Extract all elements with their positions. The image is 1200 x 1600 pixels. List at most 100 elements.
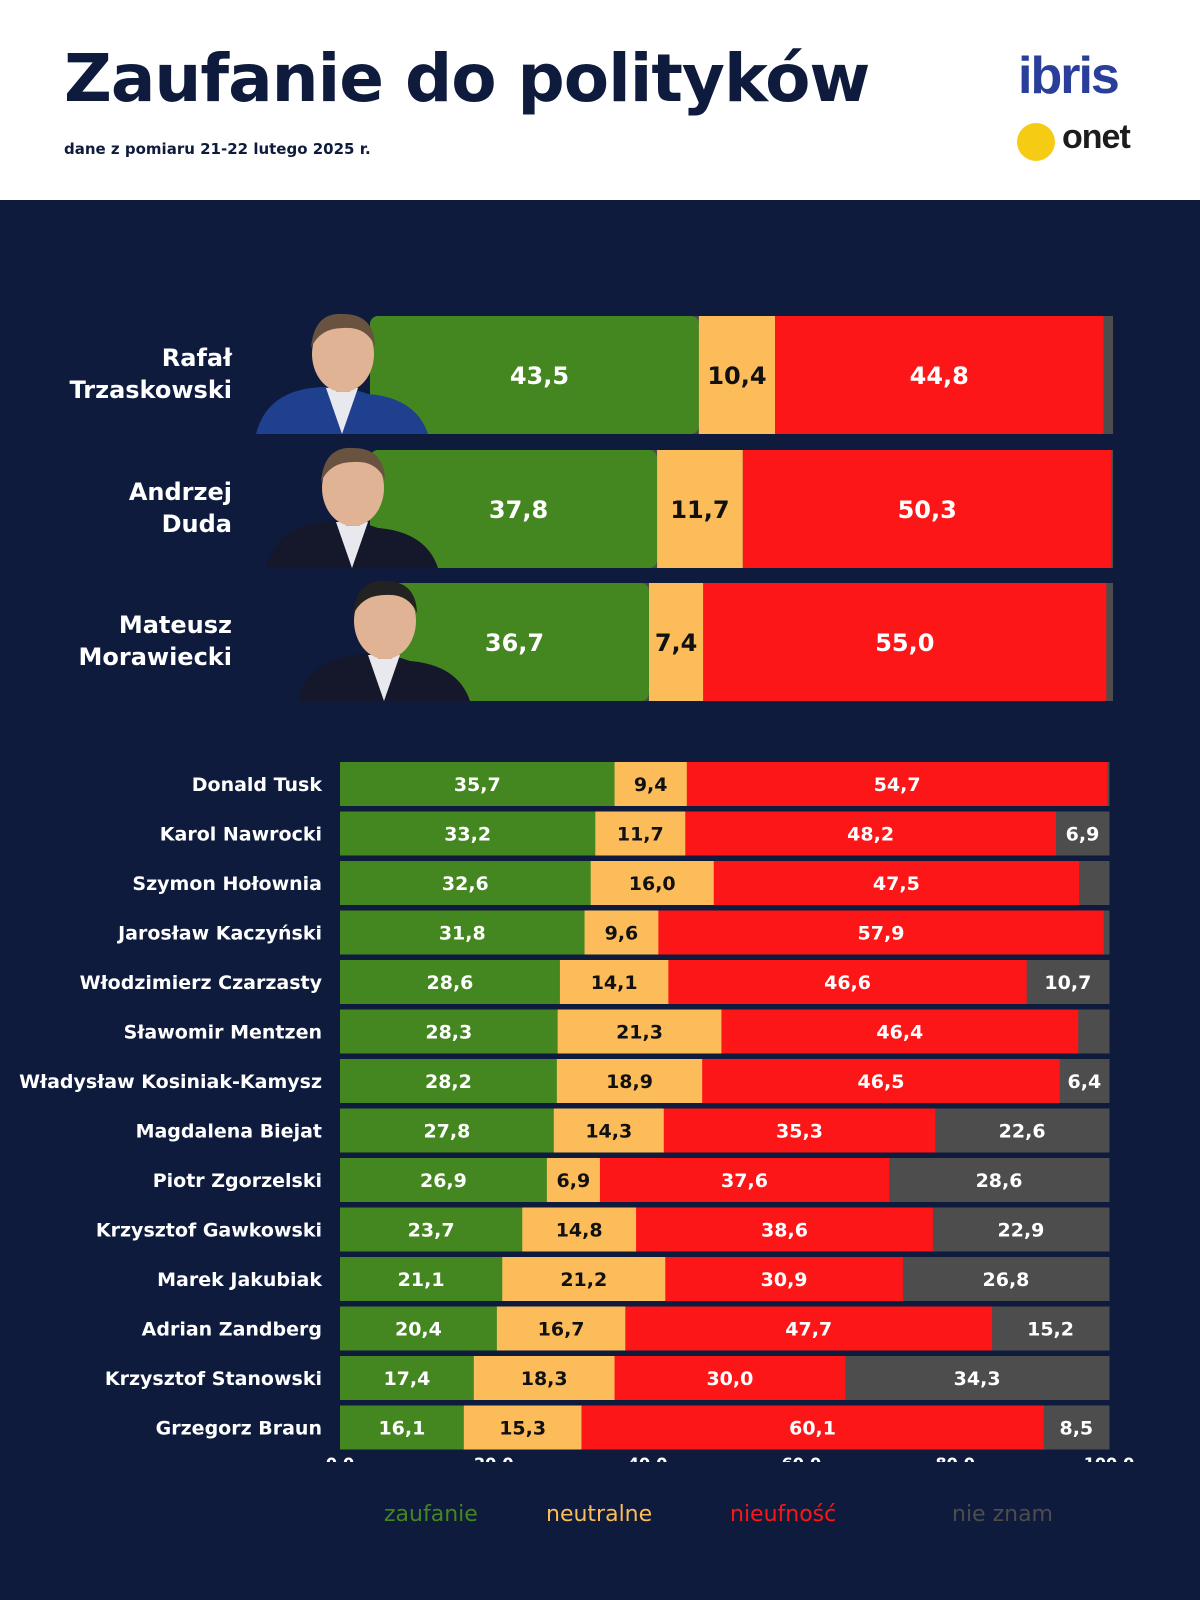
bar-value-label: 26,9 xyxy=(420,1170,467,1192)
bar-segment-trust xyxy=(340,861,592,905)
bar-value-label: 32,6 xyxy=(442,873,489,895)
bar-segment-unknown xyxy=(935,1108,1110,1153)
bar-value-label: 46,5 xyxy=(858,1071,905,1093)
onet-logo: onet xyxy=(1062,118,1131,156)
featured-politician-name: Mateusz xyxy=(119,611,232,639)
bar-segment-trust xyxy=(340,1356,475,1400)
bar-segment-neutral xyxy=(559,960,669,1004)
bar-segment-distrust xyxy=(599,1158,890,1202)
bar-value-label: 6,9 xyxy=(557,1170,591,1192)
bar-segment-unknown xyxy=(1107,762,1110,806)
bar-segment-distrust xyxy=(614,1356,846,1400)
bar-value-label: 35,3 xyxy=(776,1121,823,1143)
bar-segment-unknown xyxy=(992,1306,1110,1351)
politician-name: Piotr Zgorzelski xyxy=(153,1170,322,1192)
bar-value-label: 20,4 xyxy=(395,1319,442,1341)
portrait-hair-icon xyxy=(321,447,385,482)
bar-value-label: 18,3 xyxy=(521,1368,568,1390)
featured-value-label: 11,7 xyxy=(670,496,729,524)
bar-segment-trust xyxy=(340,1306,498,1351)
bar-segment-neutral xyxy=(557,1009,722,1054)
bar-value-label: 15,2 xyxy=(1027,1319,1074,1341)
bar-segment-neutral xyxy=(522,1207,637,1252)
politician-name: Marek Jakubiak xyxy=(157,1269,322,1291)
bar-value-label: 47,5 xyxy=(873,873,920,895)
featured-politician-name: Duda xyxy=(162,510,232,538)
bar-value-label: 23,7 xyxy=(408,1220,455,1242)
bar-segment-distrust xyxy=(625,1306,993,1351)
bar-segment-neutral xyxy=(463,1405,582,1450)
onet-logo-dot-icon xyxy=(1017,123,1055,161)
legend-unknown: nie znam xyxy=(952,1502,1053,1527)
bar-segment-trust xyxy=(340,1405,465,1450)
featured-politician-name: Morawiecki xyxy=(79,643,233,671)
bar-segment-trust xyxy=(340,1059,558,1103)
bar-segment-trust xyxy=(340,910,586,955)
featured-value-label: 43,5 xyxy=(510,362,569,390)
bar-value-label: 28,2 xyxy=(425,1071,472,1093)
bar-segment-unknown xyxy=(1059,1059,1110,1103)
bar-value-label: 21,1 xyxy=(398,1269,445,1291)
legend-neutral: neutralne xyxy=(546,1502,653,1527)
featured-segment-distrust xyxy=(775,316,1104,434)
bar-segment-distrust xyxy=(658,910,1105,955)
politician-name: Władysław Kosiniak-Kamysz xyxy=(19,1071,322,1093)
featured-value-label: 37,8 xyxy=(489,496,548,524)
bar-value-label: 14,8 xyxy=(556,1220,603,1242)
politician-name: Szymon Hołownia xyxy=(132,873,322,895)
bar-value-label: 37,6 xyxy=(721,1170,768,1192)
bar-segment-unknown xyxy=(1055,811,1110,856)
page-subtitle: dane z pomiaru 21-22 lutego 2025 r. xyxy=(64,140,371,158)
bar-segment-unknown xyxy=(889,1158,1110,1202)
politician-name: Donald Tusk xyxy=(192,774,323,796)
politician-name: Włodzimierz Czarzasty xyxy=(80,972,323,994)
bar-segment-distrust xyxy=(581,1405,1045,1450)
bar-segment-unknown xyxy=(902,1257,1110,1301)
featured-segment-distrust xyxy=(742,450,1112,568)
bar-segment-distrust xyxy=(685,811,1057,856)
featured-segment-distrust xyxy=(703,583,1107,701)
portrait-hair-icon xyxy=(311,313,375,348)
bar-segment-trust xyxy=(340,1158,548,1202)
bar-value-label: 9,4 xyxy=(634,774,668,796)
bar-value-label: 31,8 xyxy=(439,923,486,945)
featured-value-label: 36,7 xyxy=(485,629,544,657)
bar-segment-neutral xyxy=(553,1108,665,1153)
bar-segment-neutral xyxy=(614,762,688,806)
politician-name: Krzysztof Gawkowski xyxy=(96,1220,322,1242)
featured-value-label: 44,8 xyxy=(910,362,969,390)
bar-value-label: 30,0 xyxy=(706,1368,753,1390)
bar-segment-neutral xyxy=(584,910,659,955)
portrait-shirt-icon xyxy=(326,388,358,434)
featured-segment-neutral xyxy=(657,450,743,568)
politician-name: Magdalena Biejat xyxy=(136,1121,322,1143)
bar-value-label: 14,1 xyxy=(591,972,638,994)
bar-value-label: 16,0 xyxy=(629,873,676,895)
portrait-shirt-icon xyxy=(368,655,400,701)
bar-segment-neutral xyxy=(502,1257,666,1301)
bar-value-label: 9,6 xyxy=(605,923,639,945)
legend-trust: zaufanie xyxy=(384,1502,478,1527)
politician-name: Grzegorz Braun xyxy=(156,1418,322,1440)
bar-segment-neutral xyxy=(595,811,686,856)
featured-value-label: 10,4 xyxy=(707,362,766,390)
featured-segment-neutral xyxy=(698,316,776,434)
bar-segment-unknown xyxy=(1103,910,1110,955)
bar-segment-unknown xyxy=(1078,1009,1110,1054)
bar-value-label: 46,6 xyxy=(824,972,871,994)
portrait-face-icon xyxy=(312,316,374,392)
bar-segment-neutral xyxy=(496,1306,626,1351)
legend-distrust: nieufność xyxy=(730,1502,837,1527)
bar-value-label: 28,6 xyxy=(427,972,474,994)
bar-segment-neutral xyxy=(546,1158,601,1202)
bar-segment-distrust xyxy=(713,861,1080,905)
featured-segment-unknown xyxy=(1111,450,1113,568)
bar-value-label: 28,6 xyxy=(976,1170,1023,1192)
featured-politician-name: Rafał xyxy=(162,344,233,372)
bar-segment-unknown xyxy=(845,1356,1110,1400)
featured-value-label: 50,3 xyxy=(898,496,957,524)
bar-value-label: 22,6 xyxy=(999,1121,1046,1143)
bar-value-label: 22,9 xyxy=(998,1220,1045,1242)
portrait-hair-icon xyxy=(353,580,417,615)
bar-segment-neutral xyxy=(556,1059,703,1103)
